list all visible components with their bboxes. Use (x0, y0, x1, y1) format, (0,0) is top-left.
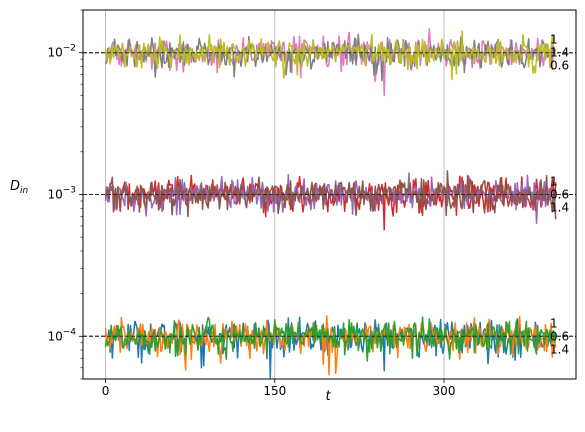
x-axis: 0 150 300 (102, 379, 456, 398)
x-axis-label: t (325, 389, 331, 404)
series-line-2 (104, 316, 557, 362)
y-tick-label-0: 10−4 (47, 327, 76, 343)
series-line-5 (104, 170, 557, 220)
series-line-7 (104, 33, 557, 82)
series-line-8 (104, 30, 557, 81)
end-label-1-0: 1 (550, 175, 558, 189)
end-label-1-1: 0.6 (550, 188, 569, 202)
end-label-0-0: 1 (550, 316, 558, 330)
reference-lines-top (83, 52, 576, 337)
end-label-1-2: 1.4 (550, 201, 569, 215)
x-tick-label-1: 150 (263, 384, 286, 398)
y-axis-label-sub: in (20, 186, 29, 196)
y-axis-label: Din (10, 179, 29, 196)
y-axis-label-main: D (10, 179, 20, 194)
x-tick-label-2: 300 (433, 384, 456, 398)
end-labels: 10.61.410.61.411.40.6 (550, 33, 569, 357)
y-tick-label-2: 10−2 (47, 44, 76, 60)
y-tick-label-1: 10−3 (47, 186, 76, 202)
end-label-2-1: 1.4 (550, 46, 569, 60)
y-axis: 10−4 10−3 10−2 (47, 9, 83, 380)
end-label-0-1: 0.6 (550, 329, 569, 343)
end-label-2-2: 0.6 (550, 59, 569, 73)
x-tick-label-0: 0 (102, 384, 110, 398)
end-label-2-0: 1 (550, 33, 558, 47)
end-label-0-2: 1.4 (550, 342, 569, 356)
